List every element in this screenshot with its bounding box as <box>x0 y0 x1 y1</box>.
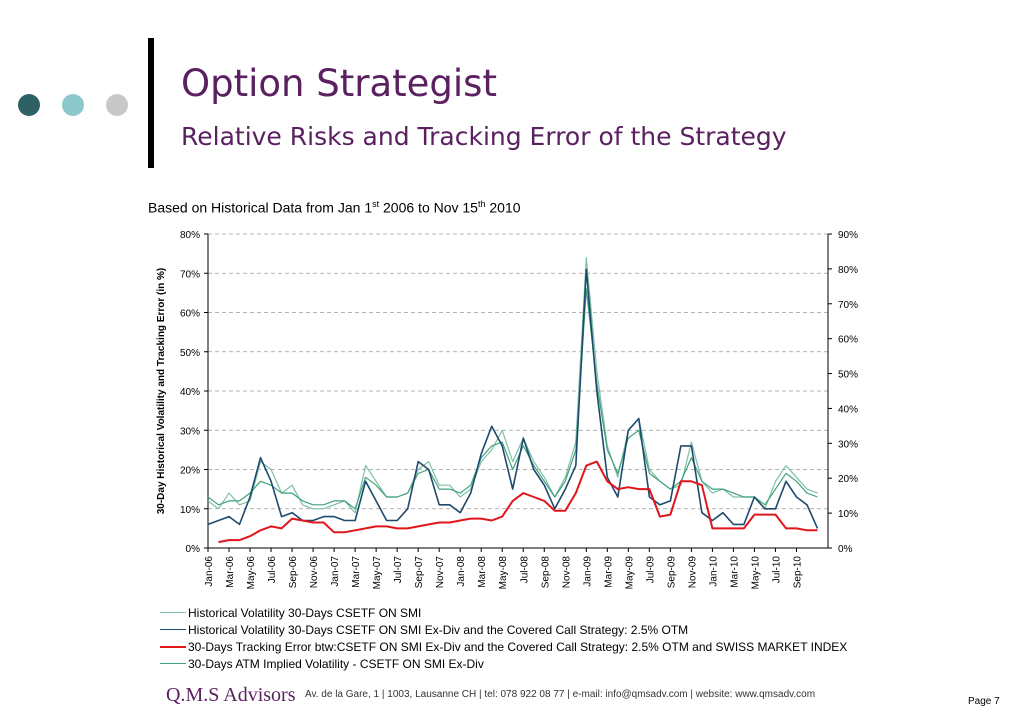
x-tick-label: Mar-09 <box>603 556 614 588</box>
x-tick-label: May-08 <box>498 556 509 590</box>
data-basis-note: Based on Historical Data from Jan 1st 20… <box>148 199 521 216</box>
legend-item: 30-Days Tracking Error btw:CSETF ON SMI … <box>160 638 847 655</box>
x-tick-label: May-07 <box>372 556 383 590</box>
series-line-3 <box>207 288 818 510</box>
y-tick-label: 40% <box>180 387 200 398</box>
series-line-1 <box>207 268 819 529</box>
legend-label: Historical Volatility 30-Days CSETF ON S… <box>188 622 689 637</box>
basis-sup-1: st <box>372 199 380 209</box>
y2-tick-label: 90% <box>838 230 858 241</box>
x-tick-label: Mar-06 <box>225 556 236 588</box>
x-tick-label: May-06 <box>246 556 257 590</box>
footer-contact: Av. de la Gare, 1 | 1003, Lausanne CH | … <box>305 689 816 700</box>
legend-swatch <box>160 612 186 613</box>
x-tick-label: May-10 <box>750 556 761 590</box>
legend-swatch <box>160 629 186 630</box>
legend-label: Historical Volatility 30-Days CSETF ON S… <box>188 605 422 620</box>
legend-swatch <box>160 663 186 664</box>
y2-tick-label: 20% <box>838 474 858 485</box>
page-title: Option Strategist <box>181 62 497 105</box>
y2-tick-label: 80% <box>838 265 858 276</box>
dot-light <box>62 94 84 116</box>
x-tick-label: Jul-06 <box>267 556 278 584</box>
legend-item: Historical Volatility 30-Days CSETF ON S… <box>160 604 847 621</box>
y-tick-label: 50% <box>180 348 200 359</box>
x-tick-label: Nov-09 <box>687 556 698 589</box>
x-tick-label: Jul-07 <box>393 556 404 584</box>
series-line-0 <box>207 256 818 514</box>
x-tick-label: Sep-10 <box>792 556 803 589</box>
x-tick-label: Nov-08 <box>561 556 572 589</box>
legend-item: Historical Volatility 30-Days CSETF ON S… <box>160 621 847 638</box>
y-tick-label: 80% <box>180 230 200 241</box>
x-tick-label: Mar-10 <box>729 556 740 588</box>
page-number: Page 7 <box>968 696 1000 707</box>
legend-item: 30-Days ATM Implied Volatility - CSETF O… <box>160 655 847 672</box>
y-tick-label: 70% <box>180 269 200 280</box>
y-axis-title: 30-Day Historical Volatility and Trackin… <box>156 268 167 515</box>
y2-tick-label: 10% <box>838 509 858 520</box>
volatility-chart: 0% 10% 20% 30% 40% 50% 60% 70% 80% 0% 10% 20% 30% 40%… <box>156 230 858 590</box>
x-tick-label: Sep-09 <box>666 556 677 589</box>
x-tick-label: Mar-07 <box>351 556 362 588</box>
basis-prefix: Based on Historical Data from Jan 1 <box>148 199 373 216</box>
title-divider <box>148 38 154 168</box>
x-tick-label: Nov-06 <box>309 556 320 589</box>
y2-tick-label: 30% <box>838 439 858 450</box>
y2-tick-label: 40% <box>838 404 858 415</box>
x-tick-label: Jan-06 <box>204 556 215 587</box>
y-tick-label: 0% <box>186 544 201 555</box>
x-tick-label: Sep-06 <box>288 556 299 589</box>
x-tick-label: Jan-10 <box>708 556 719 587</box>
x-tick-label: Jan-07 <box>330 556 341 587</box>
y2-tick-label: 60% <box>838 335 858 346</box>
y-tick-label: 60% <box>180 309 200 320</box>
x-tick-label: Jan-08 <box>456 556 467 587</box>
basis-middle: 2006 to Nov 15 <box>379 199 478 216</box>
x-tick-label: Mar-08 <box>477 556 488 588</box>
y2-tick-label: 70% <box>838 300 858 311</box>
y-tick-label: 20% <box>180 466 200 477</box>
x-tick-label: Sep-08 <box>540 556 551 589</box>
x-tick-label: Jul-09 <box>645 556 656 584</box>
dot-dark <box>18 94 40 116</box>
chart-legend: Historical Volatility 30-Days CSETF ON S… <box>160 604 847 672</box>
legend-label: 30-Days Tracking Error btw:CSETF ON SMI … <box>188 639 848 654</box>
y2-tick-label: 50% <box>838 370 858 381</box>
x-tick-label: Jul-08 <box>519 556 530 584</box>
basis-suffix: 2010 <box>485 199 521 216</box>
x-tick-label: Sep-07 <box>414 556 425 589</box>
company-logo-text: Q.M.S Advisors <box>166 684 296 706</box>
legend-label: 30-Days ATM Implied Volatility - CSETF O… <box>188 656 484 671</box>
y-tick-label: 30% <box>180 426 200 437</box>
y2-tick-label: 0% <box>838 544 853 555</box>
x-tick-label: Jan-09 <box>582 556 593 587</box>
page-subtitle: Relative Risks and Tracking Error of the… <box>181 122 787 151</box>
x-tick-label: May-09 <box>624 556 635 590</box>
basis-sup-2: th <box>477 199 486 209</box>
x-tick-label: Nov-07 <box>435 556 446 589</box>
x-tick-label: Jul-10 <box>771 556 782 584</box>
series-line-2 <box>218 460 818 544</box>
dot-grey <box>106 94 128 116</box>
legend-swatch <box>160 645 186 648</box>
y-tick-label: 10% <box>180 505 200 516</box>
